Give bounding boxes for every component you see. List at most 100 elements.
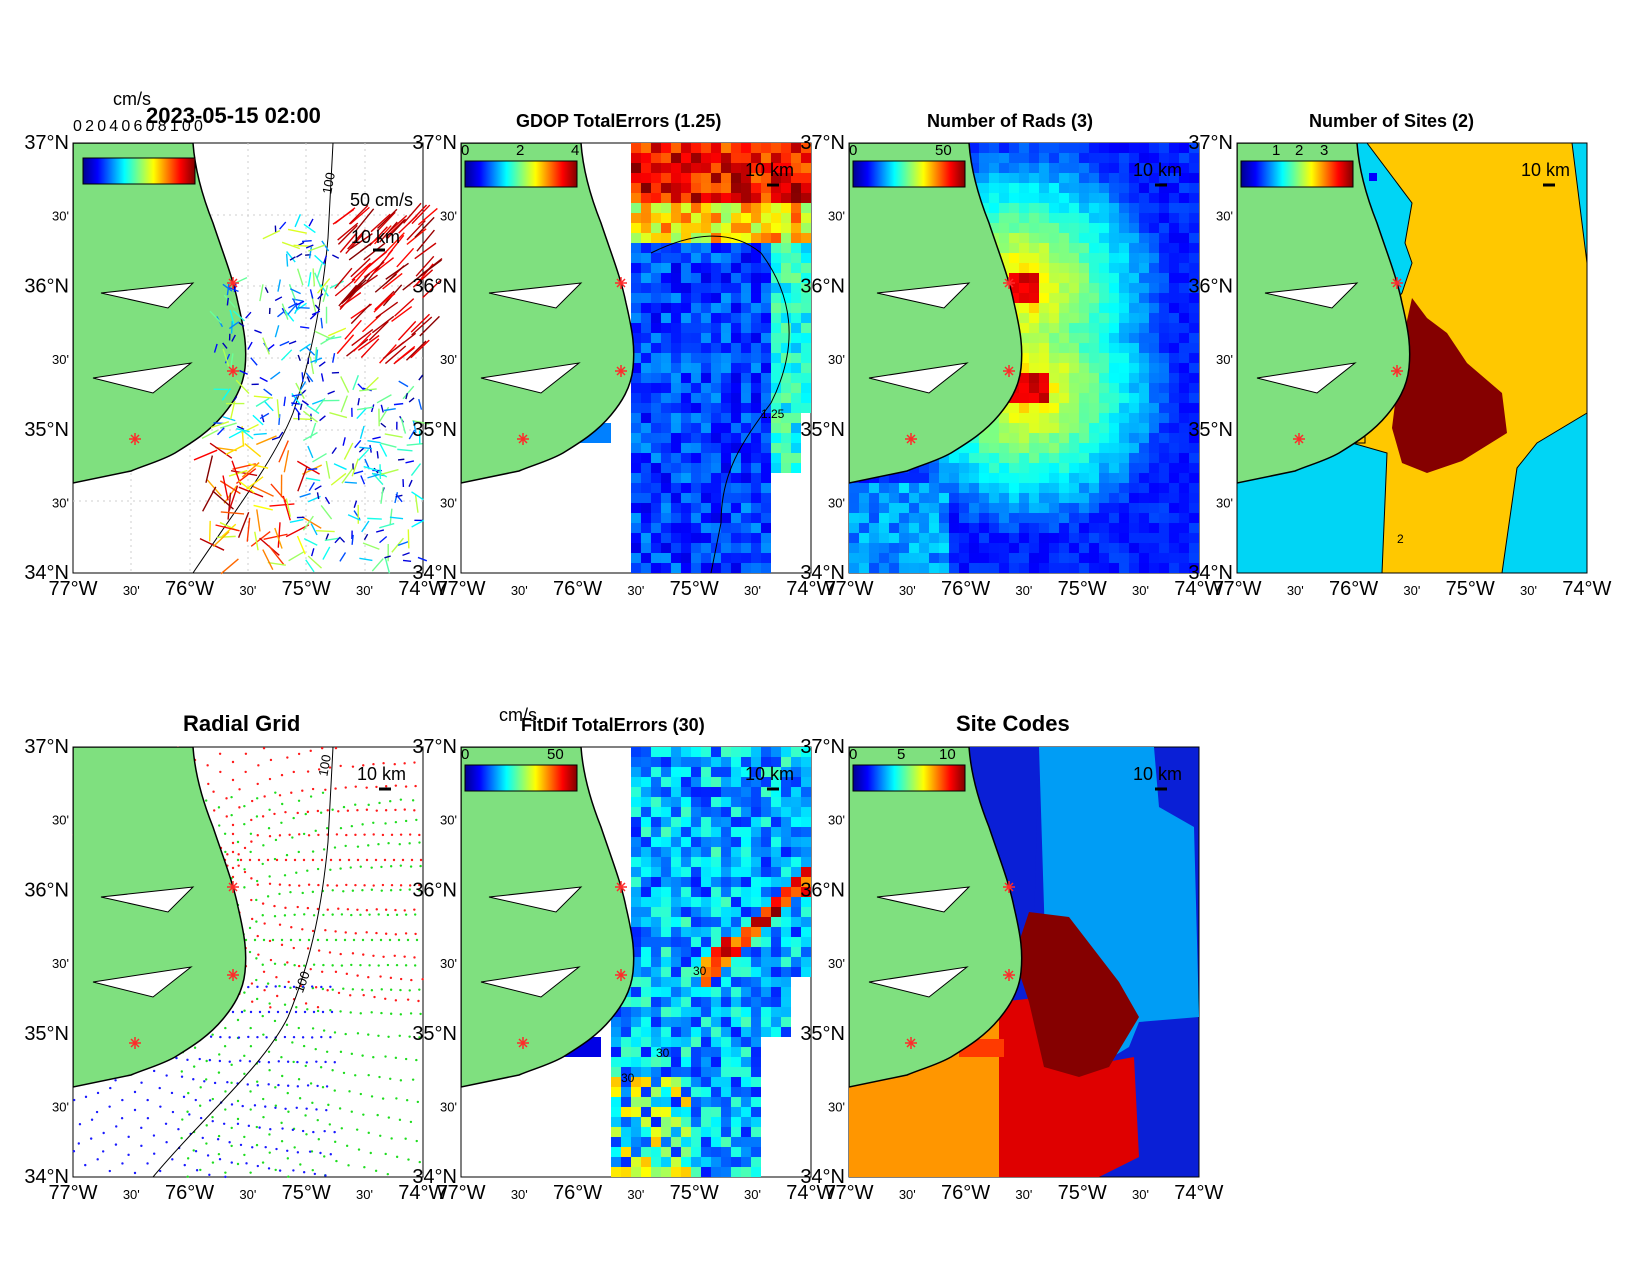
radial-grid-point	[399, 864, 403, 867]
rads-cell	[1179, 493, 1189, 503]
radial-grid-point	[374, 1169, 378, 1173]
rads-cell	[1019, 173, 1029, 183]
gdop-cell	[731, 243, 741, 253]
fitdif-cell	[761, 877, 771, 887]
radial-grid-point	[283, 874, 287, 877]
gdop-cell	[711, 173, 721, 183]
rads-cell	[889, 543, 899, 553]
gdop-cell	[681, 183, 691, 193]
radial-grid-point	[419, 858, 423, 862]
radial-grid-point	[273, 904, 276, 908]
rads-cell	[1009, 233, 1019, 243]
rads-cell	[1189, 373, 1199, 383]
fitdif-cell	[771, 997, 781, 1007]
fitdif-cell	[711, 817, 721, 827]
radial-grid-point	[230, 1144, 233, 1148]
rads-cell	[1029, 373, 1039, 383]
fitdif-cell	[761, 767, 771, 777]
radial-grid-point	[293, 964, 296, 967]
fitdif-cell	[731, 867, 741, 877]
rads-cell	[1089, 503, 1099, 513]
gdop-cell	[701, 513, 711, 523]
radial-grid-point	[394, 908, 397, 912]
current-vector	[288, 283, 296, 300]
gdop-cell	[701, 493, 711, 503]
rads-cell	[1189, 503, 1199, 513]
rads-cell	[1139, 213, 1149, 223]
rads-cell	[979, 173, 989, 183]
radial-grid-point	[303, 1010, 307, 1014]
current-vector	[292, 299, 298, 310]
fitdif-cell	[691, 1117, 701, 1127]
radial-grid-point	[350, 824, 354, 828]
fitdif-cell	[671, 897, 681, 907]
radial-grid-point	[401, 858, 405, 862]
radial-grid-point	[249, 1171, 252, 1174]
fitdif-cell	[621, 1097, 631, 1107]
gdop-cell	[631, 193, 641, 203]
gdop-cell	[751, 493, 761, 503]
gdop-cell	[691, 333, 701, 343]
gdop-cell	[651, 273, 661, 283]
x-tick-label: 75°W	[282, 1182, 331, 1204]
isobath-100	[192, 142, 334, 574]
gdop-cell	[711, 303, 721, 313]
fitdif-cell	[661, 867, 671, 877]
gdop-cell	[711, 533, 721, 543]
rads-cell	[1179, 503, 1189, 513]
gdop-cell	[721, 313, 731, 323]
fitdif-cell	[651, 1107, 661, 1117]
gdop-cell	[781, 383, 791, 393]
gdop-cell	[751, 143, 761, 153]
rads-cell	[1049, 433, 1059, 443]
radial-grid-point	[292, 946, 295, 950]
radial-grid-point	[217, 1152, 221, 1156]
gdop-cell	[681, 473, 691, 483]
rads-cell	[979, 193, 989, 203]
fitdif-cell	[731, 1037, 741, 1047]
axis-tick-labels: 77°W 30' 76°W 30' 75°W 30' 74°W37°N30'36°N30'3…	[24, 132, 1611, 1204]
gdop-cell	[751, 543, 761, 553]
rads-cell	[999, 243, 1009, 253]
rads-cell	[1029, 423, 1039, 433]
fitdif-cell	[741, 1137, 751, 1147]
gdop-cell	[661, 283, 671, 293]
gdop-cell	[711, 493, 721, 503]
radial-grid-point	[266, 858, 270, 862]
radial-grid-point	[321, 1010, 325, 1014]
gdop-cell	[661, 223, 671, 233]
rads-cell	[1139, 253, 1149, 263]
gdop-cell	[701, 463, 711, 473]
radial-grid-point	[244, 938, 248, 942]
fitdif-cell	[671, 837, 681, 847]
fitdif-cell	[671, 1067, 681, 1077]
radial-grid-point	[211, 1033, 214, 1036]
gdop-cell	[801, 313, 811, 323]
rads-cell	[1109, 373, 1119, 383]
fitdif-cell	[771, 807, 781, 817]
gdop-cell	[661, 253, 671, 263]
fitdif-cell	[701, 957, 711, 967]
rads-cell	[999, 193, 1009, 203]
gdop-cell	[701, 223, 711, 233]
fitdif-cell	[681, 997, 691, 1007]
fitdif-cell	[651, 1007, 661, 1017]
gdop-cell	[741, 213, 751, 223]
radial-grid-point	[394, 999, 398, 1002]
radial-grid-point	[231, 823, 235, 827]
fitdif-cell	[661, 957, 671, 967]
current-vector	[397, 458, 405, 461]
rads-cell	[1029, 223, 1039, 233]
gdop-cell	[661, 463, 671, 473]
gdop-cell	[631, 343, 641, 353]
radial-grid-point	[322, 913, 325, 917]
rads-cell	[1129, 213, 1139, 223]
radial-grid-point	[159, 1105, 162, 1108]
radial-grid-point	[408, 833, 412, 836]
rads-cell	[1079, 183, 1089, 193]
current-vector	[222, 283, 233, 292]
rads-cell	[849, 493, 859, 503]
fitdif-cell	[741, 1117, 751, 1127]
gdop-cell	[671, 203, 681, 213]
fitdif-cell	[691, 827, 701, 837]
